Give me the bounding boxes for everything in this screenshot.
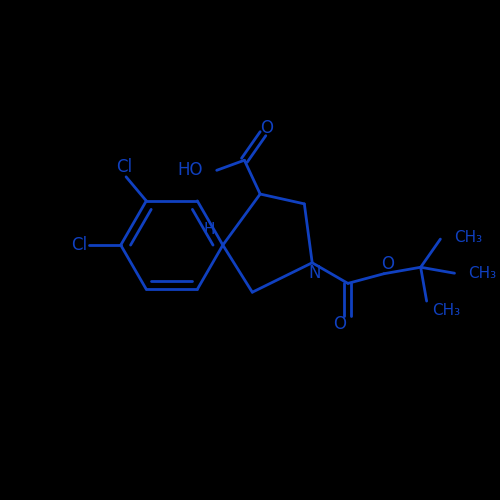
Text: Cl: Cl	[116, 158, 132, 176]
Text: Cl: Cl	[71, 236, 88, 254]
Text: CH₃: CH₃	[454, 230, 482, 244]
Text: HO: HO	[178, 162, 203, 180]
Text: N: N	[308, 264, 320, 281]
Text: CH₃: CH₃	[468, 266, 496, 280]
Text: CH₃: CH₃	[432, 304, 460, 318]
Text: O: O	[260, 119, 274, 137]
Text: O: O	[382, 255, 394, 273]
Text: H: H	[204, 222, 215, 237]
Text: O: O	[334, 314, 346, 332]
